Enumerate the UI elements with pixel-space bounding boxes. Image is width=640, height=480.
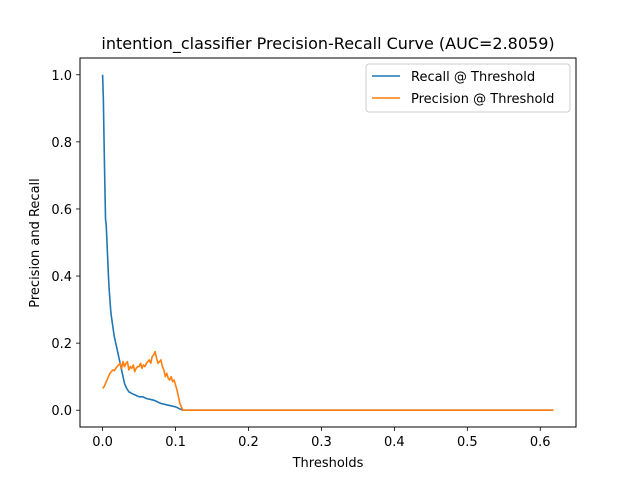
- y-axis-ticks: 0.0 0.2 0.4 0.6 0.8 1.0: [51, 69, 80, 419]
- x-tick-label: 0.5: [457, 435, 478, 450]
- y-tick-label: 0.0: [51, 404, 72, 419]
- legend-label-precision: Precision @ Threshold: [411, 92, 554, 107]
- x-tick-label: 0.4: [384, 435, 405, 450]
- x-tick-label: 0.6: [530, 435, 551, 450]
- y-tick-label: 0.6: [51, 203, 72, 218]
- x-axis-ticks: 0.0 0.1 0.2 0.3 0.4 0.5 0.6: [92, 427, 551, 450]
- series-line-precision: [102, 350, 554, 412]
- x-tick-label: 0.2: [238, 435, 259, 450]
- legend-box: [365, 63, 571, 113]
- x-tick-label: 0.1: [165, 435, 186, 450]
- legend: Recall @ Threshold Precision @ Threshold: [365, 63, 571, 113]
- y-tick-label: 0.2: [51, 337, 72, 352]
- y-axis-label: Precision and Recall: [28, 178, 43, 308]
- y-tick-label: 1.0: [51, 69, 72, 84]
- plot-frame: [79, 57, 577, 428]
- chart-title: intention_classifier Precision-Recall Cu…: [101, 34, 554, 54]
- x-tick-label: 0.0: [92, 435, 113, 450]
- y-tick-label: 0.4: [51, 270, 72, 285]
- series-line-recall: [101, 74, 554, 412]
- series-layer: [101, 74, 554, 412]
- x-axis-label: Thresholds: [292, 456, 364, 471]
- x-tick-label: 0.3: [311, 435, 332, 450]
- y-tick-label: 0.8: [51, 136, 72, 151]
- legend-label-recall: Recall @ Threshold: [411, 70, 535, 85]
